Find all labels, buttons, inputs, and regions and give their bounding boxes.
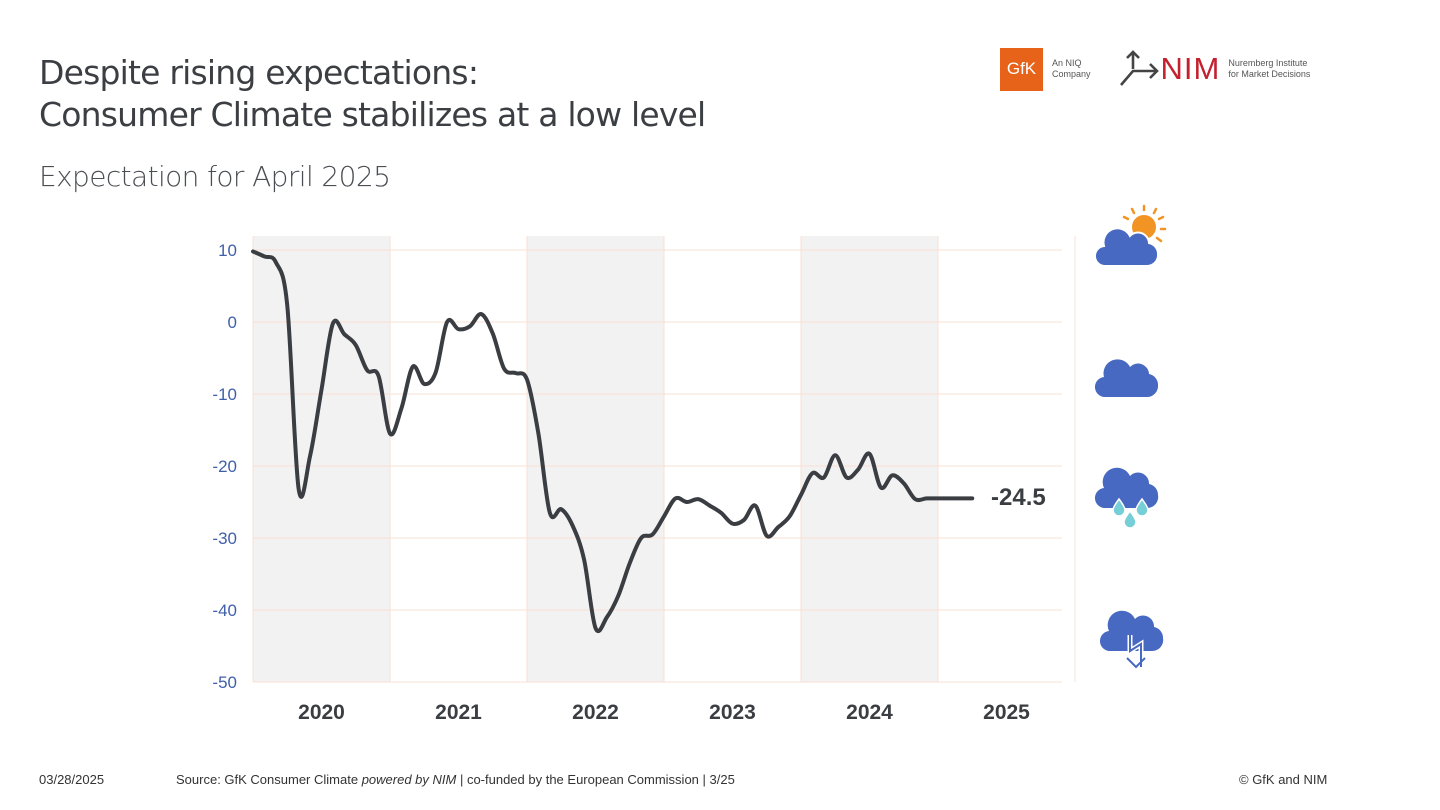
y-tick-label: -40 (212, 601, 237, 620)
nim-logo-text: NIM (1160, 51, 1221, 86)
y-tick-label: -50 (212, 673, 237, 692)
footer-date: 03/28/2025 (39, 772, 105, 787)
gfk-tagline-line1: An NIQ (1052, 58, 1082, 68)
x-tick-label: 2025 (983, 701, 1030, 724)
y-tick-label: -30 (212, 529, 237, 548)
y-tick-label: 0 (228, 313, 237, 332)
chart-subtitle: Expectation for April 2025 (39, 160, 391, 193)
series-line-consumer-climate (251, 249, 975, 634)
nim-tagline-line2: for Market Decisions (1228, 69, 1311, 79)
footer-source-suffix: | co-funded by the European Commission |… (456, 772, 735, 787)
gfk-logo: GfK (1000, 47, 1043, 91)
year-band-2024 (801, 236, 938, 682)
sun-behind-cloud-icon (1094, 204, 1167, 268)
logo-bar: GfK An NIQ Company NIM Nuremberg Institu… (1000, 47, 1310, 91)
footer-source-italic: powered by NIM (361, 772, 457, 787)
cloud-icon (1094, 359, 1159, 398)
title-line-1: Despite rising expectations: (39, 53, 479, 92)
gfk-tagline: An NIQ Company (1052, 58, 1091, 80)
title-line-2: Consumer Climate stabilizes at a low lev… (39, 95, 706, 134)
y-tick-label: 10 (218, 241, 237, 260)
rain-cloud-icon (1094, 467, 1159, 529)
page-title: Despite rising expectations: Consumer Cl… (39, 52, 706, 136)
x-tick-label: 2020 (298, 701, 345, 724)
footer-source: Source: GfK Consumer Climate powered by … (176, 772, 735, 787)
thunderstorm-cloud-icon (1099, 610, 1164, 671)
y-tick-label: -20 (212, 457, 237, 476)
footer-source-text: Source: GfK Consumer Climate (176, 772, 362, 787)
year-band-2022 (527, 236, 664, 682)
year-band-2020 (253, 236, 390, 682)
gfk-logo-text: GfK (1006, 59, 1037, 78)
nim-arrow-icon (1119, 50, 1159, 86)
y-tick-label: -10 (212, 385, 237, 404)
x-tick-label: 2024 (846, 701, 893, 724)
x-tick-label: 2023 (709, 701, 756, 724)
last-value-label: -24.5 (991, 484, 1046, 511)
nim-tagline-line1: Nuremberg Institute (1228, 58, 1308, 68)
gfk-tagline-line2: Company (1052, 69, 1091, 79)
nim-tagline: Nuremberg Institute for Market Decisions (1228, 58, 1310, 80)
x-tick-label: 2022 (572, 701, 619, 724)
footer-copyright: © GfK and NIM (1239, 772, 1328, 787)
x-tick-label: 2021 (435, 701, 482, 724)
